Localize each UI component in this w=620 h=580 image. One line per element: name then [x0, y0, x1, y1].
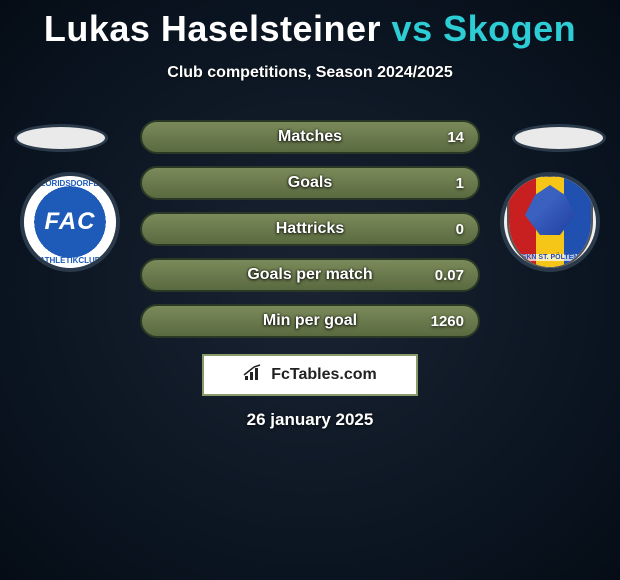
stat-right-value: 0 [456, 221, 464, 238]
stat-label: Goals [288, 174, 332, 192]
club-logo-right: SKN ST. PÖLTEN [500, 172, 600, 272]
stats-container: Matches 14 Goals 1 Hattricks 0 Goals per… [140, 120, 480, 350]
stat-row-goals: Goals 1 [140, 166, 480, 200]
stat-label: Min per goal [263, 312, 357, 330]
stat-right-value: 1 [456, 175, 464, 192]
stat-row-matches: Matches 14 [140, 120, 480, 154]
fac-badge: FLORIDSDORFER FAC ATHLETIKCLUB [24, 176, 116, 268]
fac-abbrev: FAC [45, 208, 96, 236]
stat-right-value: 1260 [431, 313, 464, 330]
fac-arc-bot: ATHLETIKCLUB [39, 256, 100, 265]
stat-right-value: 0.07 [435, 267, 464, 284]
subtitle: Club competitions, Season 2024/2025 [0, 64, 620, 82]
stat-label: Matches [278, 128, 342, 146]
skn-label: SKN ST. PÖLTEN [509, 254, 591, 261]
stat-label: Hattricks [276, 220, 344, 238]
brand-text: FcTables.com [271, 366, 377, 384]
stat-label: Goals per match [247, 266, 372, 284]
page-title: Lukas Haselsteiner vs Skogen [0, 0, 620, 50]
date-text: 26 january 2025 [0, 410, 620, 430]
fac-arc-top: FLORIDSDORFER [36, 179, 105, 188]
stat-row-hattricks: Hattricks 0 [140, 212, 480, 246]
vs-text: vs [392, 8, 433, 49]
player2-silhouette [512, 124, 606, 152]
skn-badge: SKN ST. PÖLTEN [507, 175, 593, 269]
player2-name: Skogen [443, 8, 576, 49]
stat-right-value: 14 [447, 129, 464, 146]
club-logo-left: FLORIDSDORFER FAC ATHLETIKCLUB [20, 172, 120, 272]
stat-row-goals-per-match: Goals per match 0.07 [140, 258, 480, 292]
player1-name: Lukas Haselsteiner [44, 8, 381, 49]
stat-row-min-per-goal: Min per goal 1260 [140, 304, 480, 338]
brand-box: FcTables.com [202, 354, 418, 396]
player1-silhouette [14, 124, 108, 152]
chart-icon [243, 364, 265, 387]
